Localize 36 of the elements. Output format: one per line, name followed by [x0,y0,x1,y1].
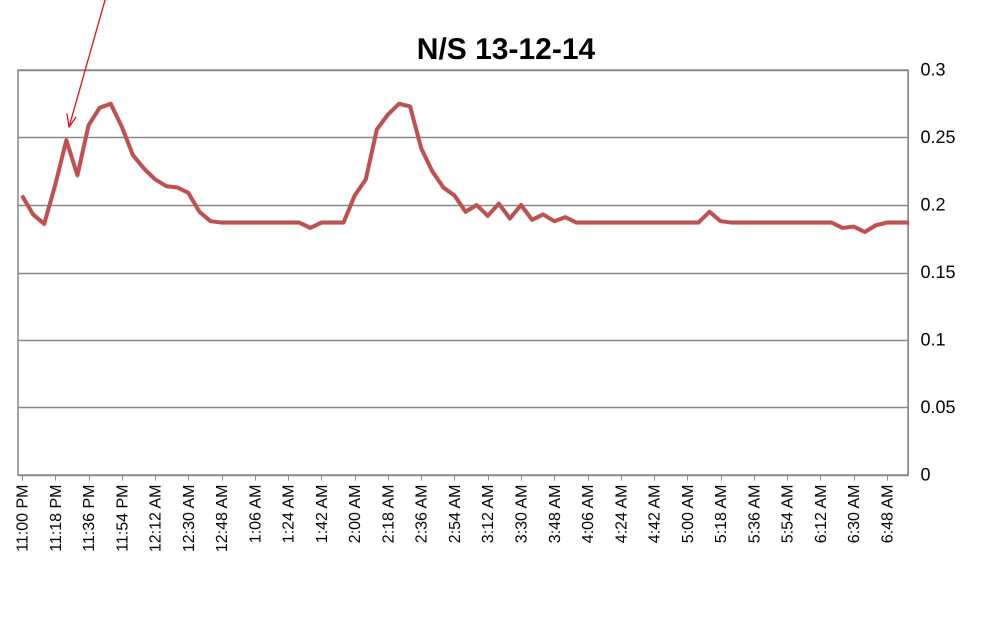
x-tick-label: 1:24 AM [280,484,298,544]
x-tick-label: 11:36 PM [81,484,98,552]
x-tick-label: 4:42 AM [646,484,664,544]
line-series [20,102,912,234]
x-tick-label: 2:36 AM [414,484,431,544]
x-tick-label: 12:48 AM [214,484,232,552]
x-tick-label: 5:00 AM [680,484,697,544]
y-tick-label: 0.3 [920,60,946,80]
y-tick-label: 0 [920,464,931,484]
x-tick-label: 1:06 AM [247,484,264,544]
y-tick-label: 0.05 [920,397,956,417]
x-tick-label: 5:18 AM [713,484,730,544]
x-tick-label: 12:30 AM [180,484,198,552]
x-tick-label: 4:24 AM [613,484,630,544]
y-tick-label: 0.15 [920,262,956,282]
chart-title: N/S 13-12-14 [416,33,596,66]
x-tick-label: 12:12 AM [148,484,165,552]
y-tick-label: 0.1 [920,330,946,350]
x-tick-label: 5:54 AM [780,484,797,544]
x-tick-label: 11:54 PM [114,484,132,552]
x-tick-label: 2:54 AM [446,484,464,544]
y-tick-label: 0.2 [920,194,946,214]
x-tick-label: 5:36 AM [746,484,764,544]
x-tick-label: 6:30 AM [846,484,864,544]
y-tick-label: 0.25 [920,127,956,147]
x-tick-label: 4:06 AM [580,484,598,544]
x-tick-label: 11:00 PM [14,484,32,552]
x-tick-label: 3:48 AM [546,484,564,544]
x-tick-label: 6:12 AM [812,484,830,544]
x-tick-label: 3:12 AM [480,484,498,544]
x-tick-label: 11:18 PM [48,484,65,552]
x-tick-label: 1:42 AM [314,484,331,544]
x-tick-label: 3:30 AM [513,484,530,544]
x-tick-label: 2:00 AM [347,484,364,544]
x-tick-label: 2:18 AM [380,484,398,544]
x-tick-label: 6:48 AM [879,484,896,544]
